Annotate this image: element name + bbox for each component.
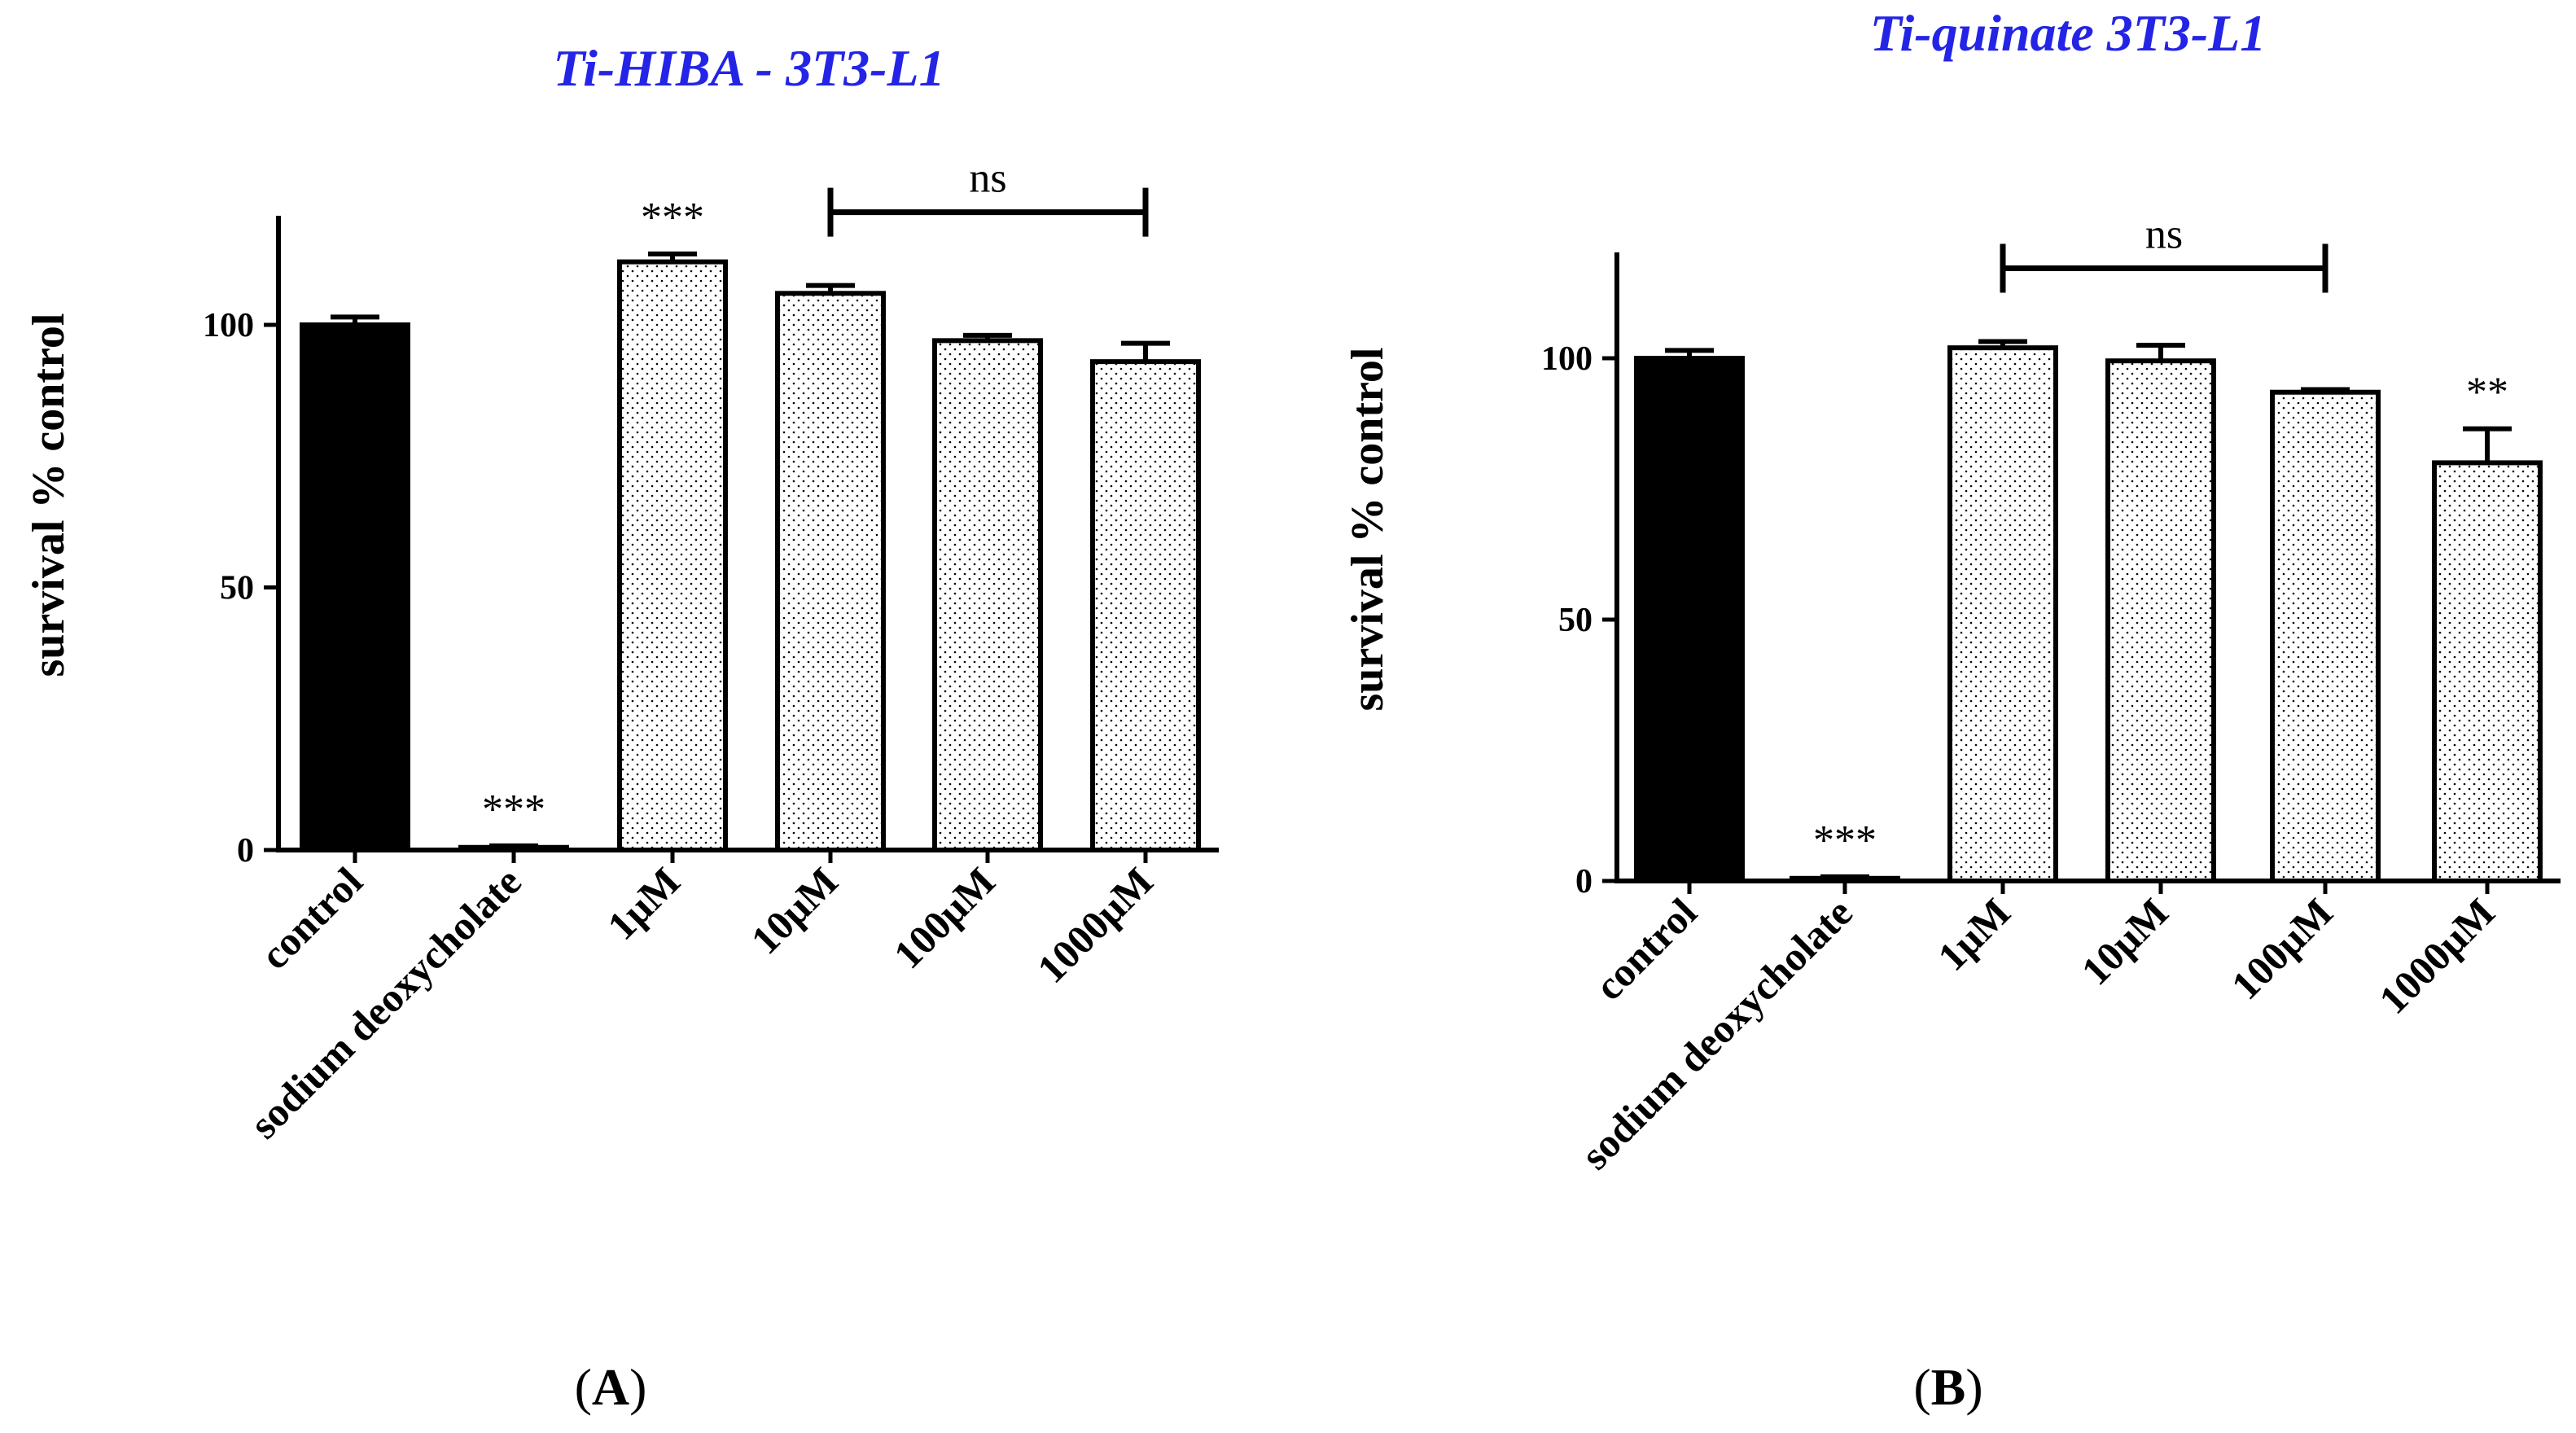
chart-a-bracket-label: ns (969, 156, 1006, 202)
chart-b-x-tick-label: 1μM (1929, 889, 2019, 979)
chart-a-x-tick-label: sodium deoxycholate (241, 858, 530, 1147)
chart-a-bar (775, 291, 886, 852)
chart-b-bracket-label: ns (2145, 211, 2183, 257)
chart-a-y-tick-label: 50 (220, 570, 254, 607)
chart-a-title: Ti-HIBA - 3T3-L1 (553, 39, 944, 97)
chart-a-y-tick-label: 0 (237, 832, 254, 870)
chart-b-x-tick-label: 10μM (2072, 889, 2176, 993)
chart-a-x-tick-label: 10μM (742, 858, 846, 962)
chart-a-bar (1090, 359, 1201, 852)
chart-a-y-tick-label: 100 (203, 307, 254, 344)
chart-a-x-tick-label: 1μM (598, 858, 689, 949)
chart-b-panel-label: (B) (1913, 1358, 1982, 1416)
chart-a-bar (617, 259, 728, 853)
chart-a-x-tick-label: 100μM (885, 858, 1004, 977)
chart-b-x-tick-label: sodium deoxycholate (1572, 889, 1861, 1178)
chart-b: Ti-quinate 3T3-L1 survival % control 0 50… (1343, 4, 2561, 1416)
chart-a-x-tick-label: 1000μM (1028, 858, 1162, 992)
chart-b-bar (2270, 389, 2381, 884)
chart-a-bar (932, 338, 1043, 853)
chart-b-y-tick-label: 100 (1541, 340, 1592, 378)
chart-a: Ti-HIBA - 3T3-L1 survival % control 0 50 1… (24, 39, 1219, 1416)
chart-b-x-tick-label: 100μM (2223, 889, 2342, 1008)
chart-a-significance-label: *** (482, 787, 545, 833)
chart-b-bar (2105, 358, 2216, 883)
chart-b-y-axis-label: survival % control (1343, 348, 1393, 712)
chart-b-x-tick-label: 1000μM (2370, 889, 2504, 1023)
chart-a-x-tick-label: control (252, 858, 371, 978)
chart-b-y-tick-label: 0 (1575, 863, 1592, 901)
chart-b-significance-label: ** (2466, 370, 2508, 416)
chart-a-y-axis-label: survival % control (24, 313, 74, 677)
chart-b-panel-letter: B (1931, 1358, 1966, 1416)
chart-a-panel-letter: A (592, 1358, 629, 1416)
chart-b-significance-label: *** (1813, 817, 1877, 864)
chart-b-bar (2432, 460, 2543, 883)
chart-b-title: Ti-quinate 3T3-L1 (1870, 4, 2266, 62)
chart-a-bar (300, 322, 410, 852)
chart-a-significance-label: *** (641, 195, 704, 241)
chart-a-panel-label: (A) (575, 1358, 647, 1416)
chart-b-bar (1947, 345, 2058, 884)
chart-b-x-tick-label: control (1586, 889, 1706, 1009)
chart-b-bar (1634, 356, 1745, 883)
chart-b-y-tick-label: 50 (1558, 602, 1592, 639)
